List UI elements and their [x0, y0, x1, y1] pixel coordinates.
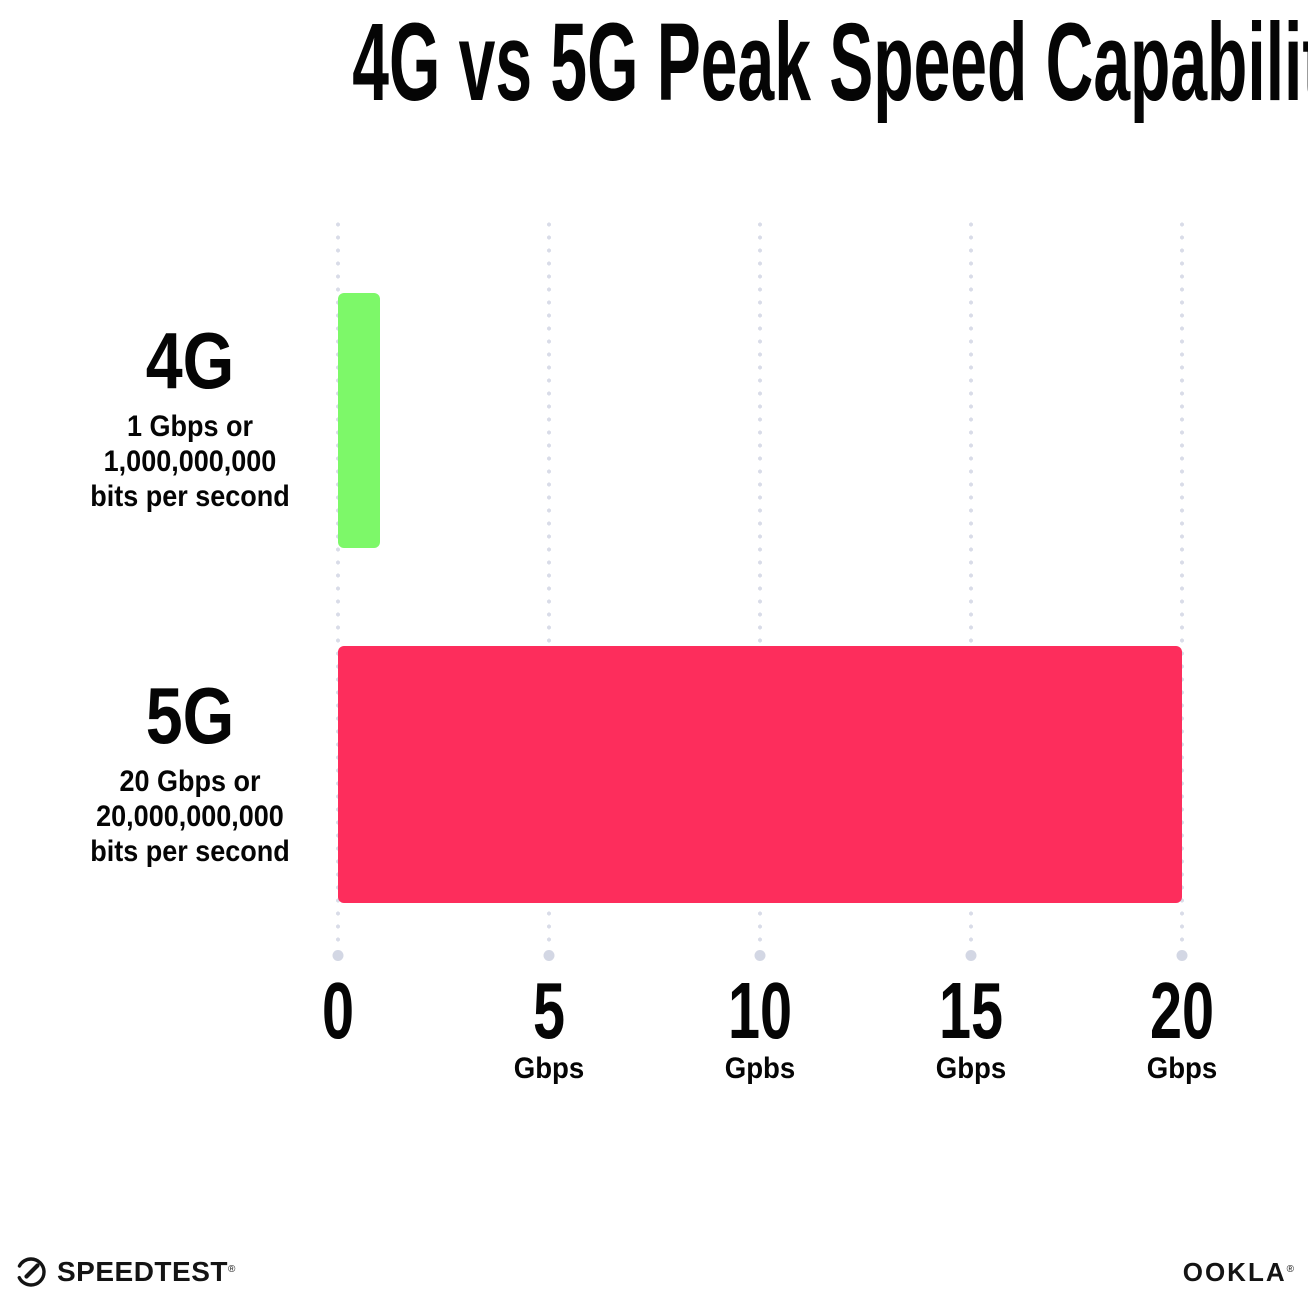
row-label-5g-sub-line3: bits per second [90, 835, 290, 868]
gridline-0 [335, 222, 341, 948]
x-tick-unit: Gbps [513, 1052, 585, 1085]
x-tick-unit: Gpbs [724, 1052, 796, 1085]
row-label-4g-sub-line1: 1 Gbps or [126, 410, 254, 443]
ookla-trademark: ® [1286, 1264, 1296, 1275]
bar-5g [338, 646, 1182, 903]
gridline-5 [546, 222, 552, 948]
row-label-5g: 5G 20 Gbps or 20,000,000,000 bits per se… [35, 676, 345, 869]
x-tick-value: 10 [727, 966, 793, 1055]
row-label-5g-sub-line1: 20 Gbps or [119, 765, 261, 798]
row-label-4g-heading: 4G [145, 316, 235, 405]
speedtest-logo: SPEEDTEST® [14, 1255, 236, 1289]
x-tick-10: 10 Gpbs [640, 971, 880, 1085]
x-tick-value: 20 [1149, 966, 1215, 1055]
speedtest-wordmark-text: SPEEDTEST [57, 1256, 228, 1287]
row-label-4g-sub-line2: 1,000,000,000 [103, 445, 277, 478]
x-tick-15: 15 Gbps [851, 971, 1091, 1085]
gridline-15 [968, 222, 974, 948]
ookla-logo: OOKLA® [1183, 1258, 1296, 1286]
row-label-4g-sub: 1 Gbps or 1,000,000,000 bits per second [35, 409, 345, 514]
gridline-20 [1179, 222, 1185, 948]
axis-tick-dot-15 [965, 950, 977, 961]
chart-title: 4G vs 5G Peak Speed Capability [352, 1, 1308, 124]
row-label-5g-heading: 5G [145, 671, 235, 760]
x-tick-0: 0 [218, 971, 458, 1051]
speedtest-wordmark: SPEEDTEST® [57, 1255, 236, 1289]
axis-tick-dot-20 [1176, 950, 1188, 961]
row-label-5g-sub: 20 Gbps or 20,000,000,000 bits per secon… [35, 764, 345, 869]
speedtest-gauge-icon [14, 1255, 48, 1289]
gridline-10 [757, 222, 763, 948]
x-tick-unit: Gbps [1146, 1052, 1218, 1085]
axis-tick-dot-0 [332, 950, 344, 961]
speedtest-trademark: ® [227, 1264, 236, 1275]
x-tick-value: 0 [321, 966, 355, 1055]
row-label-5g-sub-line2: 20,000,000,000 [96, 800, 284, 833]
row-label-4g-sub-line3: bits per second [90, 480, 290, 513]
x-tick-20: 20 Gbps [1062, 971, 1302, 1085]
axis-tick-dot-10 [754, 950, 766, 961]
ookla-wordmark-text: OOKLA [1182, 1257, 1287, 1287]
axis-tick-dot-5 [543, 950, 555, 961]
chart-title-wrap: 4G vs 5G Peak Speed Capability [16, 8, 1308, 118]
x-tick-value: 15 [938, 966, 1004, 1055]
row-label-4g: 4G 1 Gbps or 1,000,000,000 bits per seco… [35, 321, 345, 514]
x-tick-5: 5 Gbps [429, 971, 669, 1085]
x-tick-value: 5 [532, 966, 566, 1055]
x-tick-unit: Gbps [935, 1052, 1007, 1085]
bar-4g [338, 293, 381, 548]
